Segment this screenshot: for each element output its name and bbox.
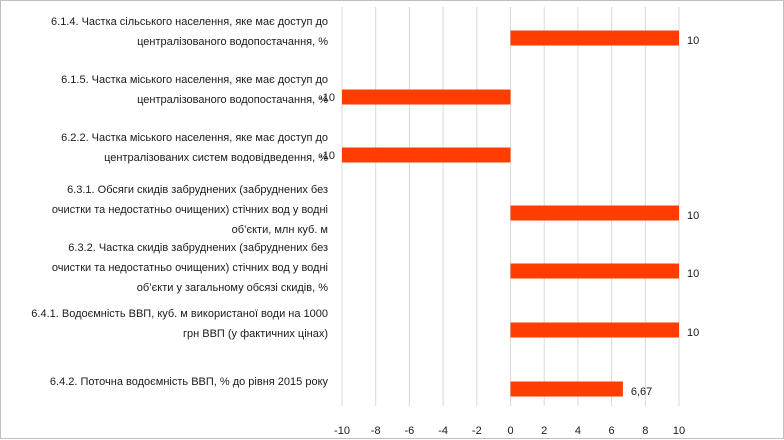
bar [510,381,623,397]
bar [510,263,679,279]
data-label: -10 [319,92,335,104]
x-tick-label: -2 [472,425,482,437]
x-tick-label: -4 [438,425,448,437]
bar [510,30,679,46]
data-label: -10 [319,150,335,162]
category-label: 6.4.2. Поточна водоємність ВВП, % до рів… [50,376,329,388]
data-label: 10 [687,268,699,280]
x-tick-label: 8 [642,425,648,437]
category-label: 6.3.1. Обсяги скидів забруднених (забруд… [52,184,328,236]
data-label: 10 [687,210,699,222]
x-tick-label: 6 [609,425,615,437]
category-label: 6.1.4. Частка сільського населення, яке … [51,16,328,48]
x-tick-label: 4 [575,425,581,437]
bar [510,205,679,221]
x-tick-label: -6 [405,425,415,437]
bar [342,89,511,105]
x-tick-label: -8 [371,425,381,437]
bar [510,322,679,338]
x-tick-label: 2 [541,425,547,437]
bar [342,147,511,163]
x-tick-label: 10 [673,425,685,437]
category-label: 6.1.5. Частка міського населення, яке ма… [61,74,328,106]
category-label: 6.3.2. Частка скидів забруднених (забруд… [52,242,328,294]
category-label: 6.4.1. Водоємність ВВП, куб. м використа… [31,308,328,340]
data-label: 6,67 [631,386,652,398]
data-label: 10 [687,327,699,339]
data-label: 10 [687,35,699,47]
x-tick-label: 0 [507,425,513,437]
category-label: 6.2.2. Частка міського населення, яке ма… [61,132,328,164]
x-tick-label: -10 [334,425,350,437]
